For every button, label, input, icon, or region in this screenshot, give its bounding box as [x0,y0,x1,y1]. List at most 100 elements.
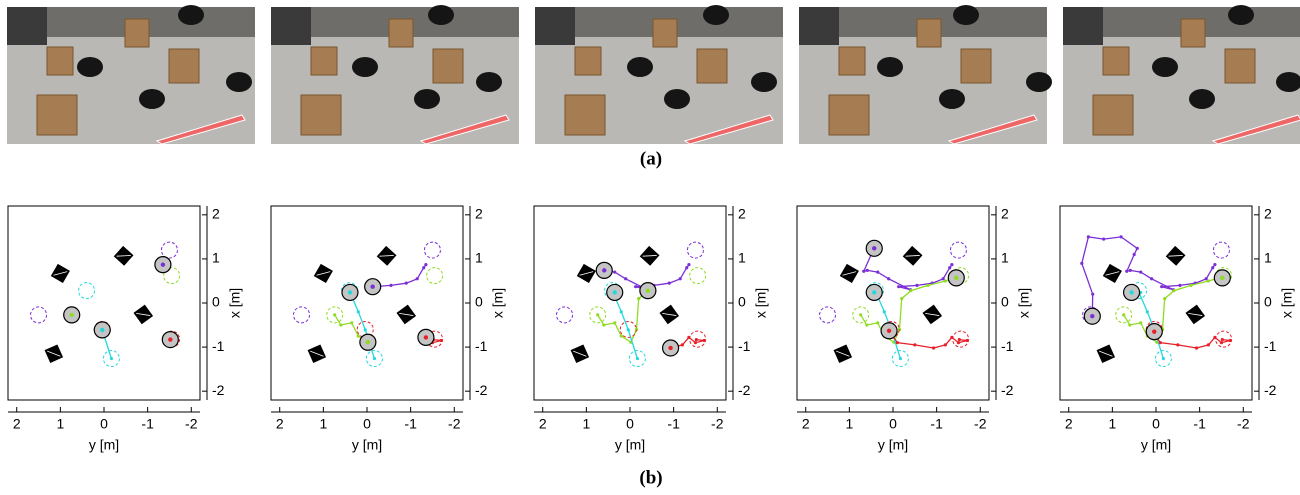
trajectory-point [1163,297,1166,300]
photo-box [1103,47,1129,75]
trajectory-point [866,269,869,272]
photo-box [1093,95,1133,135]
trajectory-point [333,313,336,316]
x-tick-label: 2 [539,416,547,432]
target-circle [687,242,703,258]
plot-frame [1060,206,1252,400]
plot: 210-1-2y [m]-2-1012x [m] [797,206,1032,453]
photo-box [389,19,413,47]
trajectory-point [966,339,969,342]
y-tick-label: 2 [738,206,746,222]
trajectory-point [887,277,890,280]
trajectory-point [913,343,916,346]
photo-robot [1189,89,1215,109]
x-tick-label: -2 [448,416,461,432]
photo-box [653,19,677,47]
photo [799,5,1052,144]
target-circle [161,242,177,258]
y-tick-label: -2 [738,382,751,398]
robot-center [602,268,606,272]
x-tick-label: 0 [363,416,371,432]
page: (a) (b) 210-1-2y [m]-2-1012x [m]210-1-2y… [0,0,1300,495]
x-tick-label: -1 [1193,416,1206,432]
x-tick-label: 1 [1108,416,1116,432]
trajectory-point [405,282,408,285]
y-tick-label: -2 [212,382,225,398]
photo-robot [939,89,965,109]
trajectory-point [416,277,419,280]
trajectory-point [364,328,367,331]
trajectory-point [958,338,961,341]
plot: 210-1-2y [m]-2-1012x [m] [534,206,769,453]
trajectory-point [687,336,690,339]
trajectory-point [944,279,947,282]
plot-frame [271,206,463,400]
trajectory-point [948,266,951,269]
trajectory-point [624,277,627,280]
x-axis-label: y [m] [352,437,382,453]
robot-center [613,290,617,294]
y-tick-label: -1 [475,338,488,354]
trajectory-point [668,282,671,285]
trajectory-point [859,313,862,316]
photo-box [47,47,73,75]
y-tick-label: 0 [475,294,483,310]
robot-center [954,276,958,280]
trajectory-point [1220,341,1223,344]
y-tick-label: 1 [475,250,483,266]
trajectory-point [1133,253,1136,256]
trajectory-point [1213,336,1216,339]
trajectory-point [1221,338,1224,341]
x-axis-label: y [m] [878,437,908,453]
trajectory [1082,237,1215,316]
trajectory-point [685,266,688,269]
trajectory-point [932,346,935,349]
trajectory-point [373,357,376,360]
photo-robot [877,57,903,77]
y-axis-label: x [m] [1279,288,1295,318]
x-tick-label: 0 [100,416,108,432]
photo-box [697,49,727,83]
y-tick-label: 2 [475,206,483,222]
robot-center [1152,329,1156,333]
y-tick-label: -1 [212,338,225,354]
photo-box [301,95,341,135]
photo-robot [428,5,454,25]
photo-box [433,49,463,83]
photo-box [575,47,601,75]
target-circle [820,307,836,323]
y-tick-label: -1 [1264,338,1277,354]
robot-center [1090,314,1094,318]
trajectory-point [950,336,953,339]
robot-center [1129,290,1133,294]
y-tick-label: 0 [1264,294,1272,310]
photo-box [37,95,77,135]
trajectory-point [350,321,353,324]
photo-box [565,95,605,135]
photo-robot [703,5,729,25]
caption: (b) [639,467,662,488]
target-circle [424,242,440,258]
trajectory-point [1080,262,1083,265]
robot-center [872,290,876,294]
photo-radiator [7,7,47,45]
trajectory-point [1178,284,1181,287]
robot-center [161,262,165,266]
trajectory-point [357,334,360,337]
robot-center [646,288,650,292]
target-circle [950,242,966,258]
robot-center [1220,276,1224,280]
trajectory-point [1128,323,1131,326]
robot-center [668,346,672,350]
y-tick-label: 2 [212,206,220,222]
x-tick-label: 1 [582,416,590,432]
trajectory-point [1125,270,1128,273]
trajectory-point [627,328,630,331]
trajectory-point [1129,269,1132,272]
photo-robot [664,89,690,109]
y-tick-label: -2 [475,382,488,398]
photo-radiator [1063,7,1103,45]
target-circle [427,268,443,284]
target-circle [79,283,95,299]
x-tick-label: 1 [845,416,853,432]
